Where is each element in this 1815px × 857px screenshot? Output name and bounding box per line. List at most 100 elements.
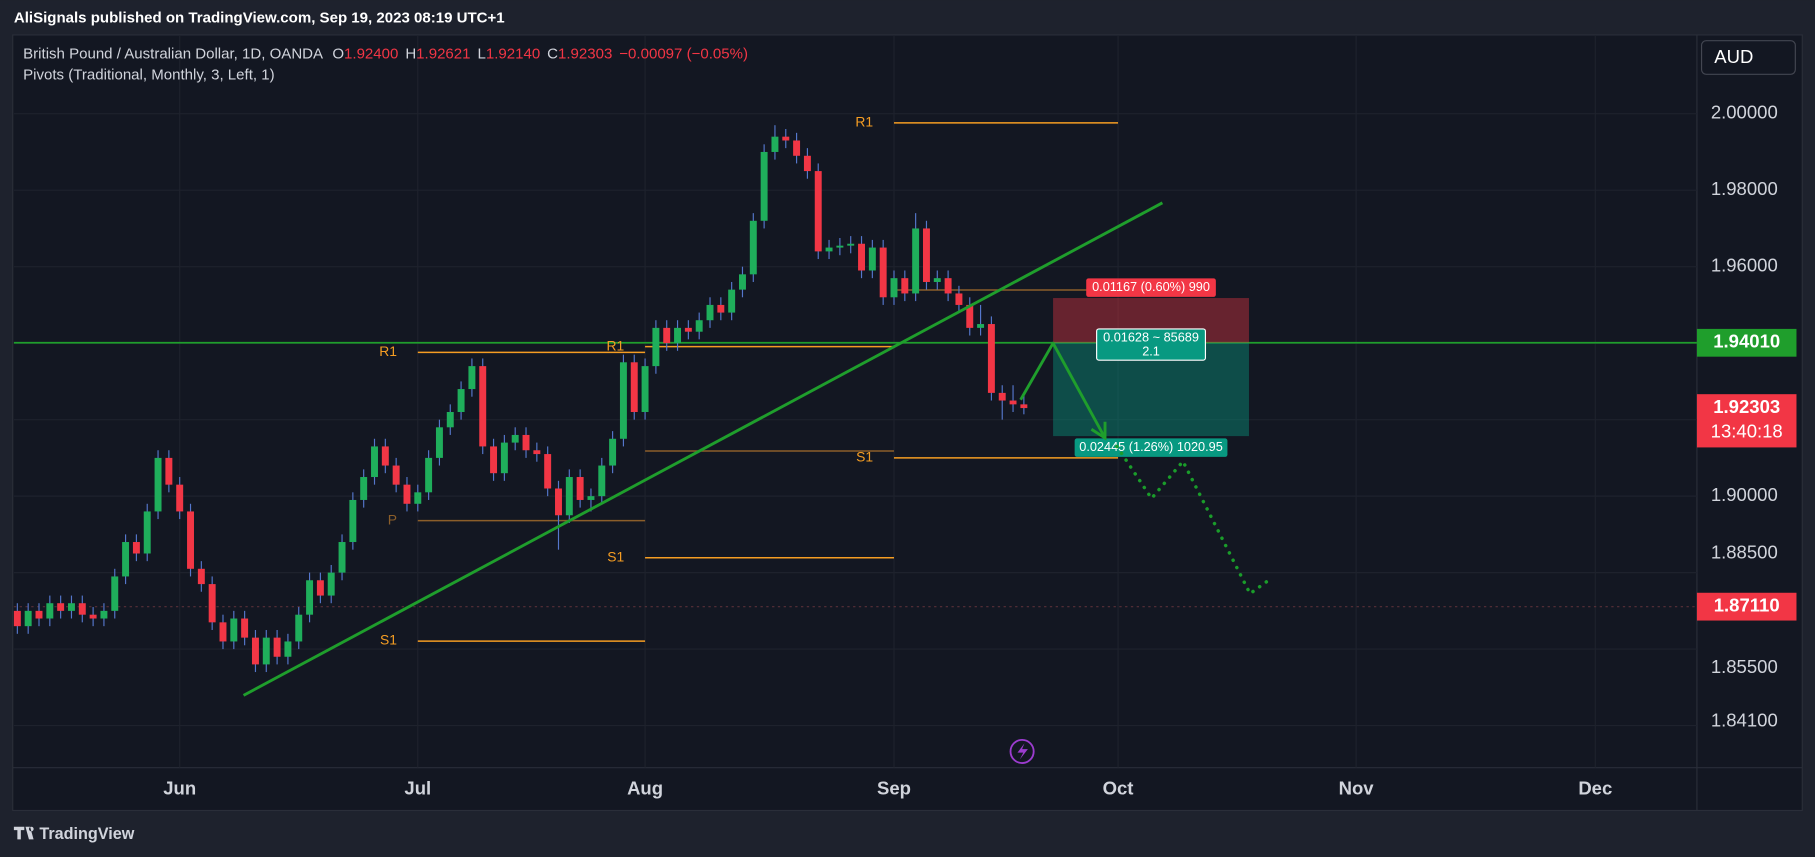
candle-body [977, 324, 985, 328]
center-label: 0.01628 ~ 85689 [1103, 330, 1199, 345]
events-icon[interactable] [1009, 738, 1035, 764]
candle-body [565, 477, 573, 516]
candle-body [695, 320, 703, 332]
y-tick-label: 1.84100 [1711, 710, 1778, 731]
candle-body [500, 442, 508, 474]
ohlc-value: 1.92303 [558, 46, 612, 63]
x-tick-label: Jul [404, 778, 431, 799]
candle-body [67, 603, 75, 611]
ohlc-value: 1.92140 [486, 46, 540, 63]
candle-body [944, 278, 952, 294]
candle-body [533, 450, 541, 455]
price-tag [1696, 592, 1797, 621]
candle-body [966, 304, 974, 328]
ohlc-letter: L [477, 46, 485, 63]
candle-body [890, 278, 898, 298]
candle-body [219, 622, 227, 642]
change: −0.00097 (−0.05%) [619, 46, 748, 63]
ohlc-letter: C [547, 46, 558, 63]
candle-body [435, 427, 443, 458]
candle-body [360, 477, 368, 500]
candle-body [652, 327, 660, 367]
candle-body [468, 366, 476, 390]
candle-body [901, 278, 909, 294]
pivot-label: R1 [855, 114, 873, 130]
indicator-label: Pivots (Traditional, Monthly, 3, Left, 1… [23, 66, 274, 83]
candle-body [706, 304, 714, 321]
y-tick-label: 1.98000 [1711, 178, 1778, 199]
candle-body [630, 362, 638, 413]
candle-body [987, 324, 995, 393]
candle-body [165, 457, 173, 485]
currency-button[interactable] [1700, 40, 1796, 75]
symbol-title: British Pound / Australian Dollar, 1D, O… [23, 46, 323, 63]
candle-body [284, 641, 292, 657]
y-tick-label: 1.96000 [1711, 255, 1778, 276]
x-tick-label: Sep [877, 778, 911, 799]
candle-body [674, 327, 682, 344]
candle-body [457, 389, 465, 413]
x-tick-label: Dec [1578, 778, 1612, 799]
events-bolt [1017, 743, 1028, 760]
candle-body [187, 511, 194, 569]
candle-body [879, 247, 887, 298]
price-tag [1696, 394, 1797, 448]
countdown: 13:40:18 [1711, 420, 1783, 441]
candle-body [349, 499, 357, 543]
x-tick-label: Oct [1103, 778, 1134, 799]
currency[interactable]: AUD [1714, 46, 1753, 67]
projection-dotted [1115, 444, 1275, 597]
price-tag-label: 1.94010 [1713, 331, 1780, 352]
candle-body [544, 454, 552, 489]
candle-body [327, 572, 335, 596]
publisher: AliSignals published on TradingView.com,… [14, 10, 505, 27]
brand: TradingView [39, 825, 134, 843]
y-tick-label: 2.00000 [1711, 102, 1778, 123]
trendline [242, 201, 1164, 697]
candle-body [122, 542, 130, 577]
candle-body [251, 637, 259, 665]
pivot-label: S1 [380, 632, 397, 648]
candle-body [154, 457, 162, 512]
ohlc-letter: O [332, 46, 344, 63]
candle-body [490, 446, 498, 474]
candle-body [100, 610, 108, 619]
candle-body [295, 614, 303, 642]
candle-body [825, 247, 833, 252]
y-tick-label: 1.88500 [1711, 541, 1778, 562]
candle-body [479, 366, 487, 447]
candle-body [262, 637, 270, 665]
candle-body [446, 412, 454, 428]
center-label: 2.1 [1142, 343, 1160, 358]
candle-body [414, 492, 422, 504]
projection-arrow [1019, 341, 1107, 439]
pivot-label: R1 [379, 343, 397, 359]
candle-body [922, 228, 930, 282]
y-tick-label: 1.85500 [1711, 656, 1778, 677]
candle-body [143, 511, 151, 554]
candle-body [663, 327, 671, 344]
axes: 2.00000 1.98000 1.96000 1.90000 1.88500 1.855… [163, 102, 1797, 799]
candle-body [717, 304, 725, 313]
target-label: 0.02445 (1.26%) 1020.95 [1079, 439, 1223, 454]
x-tick-label: Nov [1339, 778, 1375, 799]
candle-body [425, 457, 433, 493]
pivot-label: S1 [856, 449, 873, 465]
candle-body [858, 243, 865, 271]
legend: British Pound / Australian Dollar, 1D, O… [23, 46, 748, 63]
candle-body [35, 610, 43, 619]
candle-body [306, 580, 314, 615]
candle-body [111, 576, 119, 611]
candle-body [619, 362, 627, 439]
candle-body [847, 243, 855, 246]
arrow-head [1090, 421, 1107, 441]
candle-body [392, 465, 400, 485]
candle-body [587, 496, 595, 500]
candle-body [57, 603, 65, 611]
candle-body [371, 446, 378, 478]
candle-body [241, 618, 249, 638]
candle-body [933, 278, 941, 282]
candle-body [555, 488, 562, 516]
candle-body [511, 434, 519, 443]
